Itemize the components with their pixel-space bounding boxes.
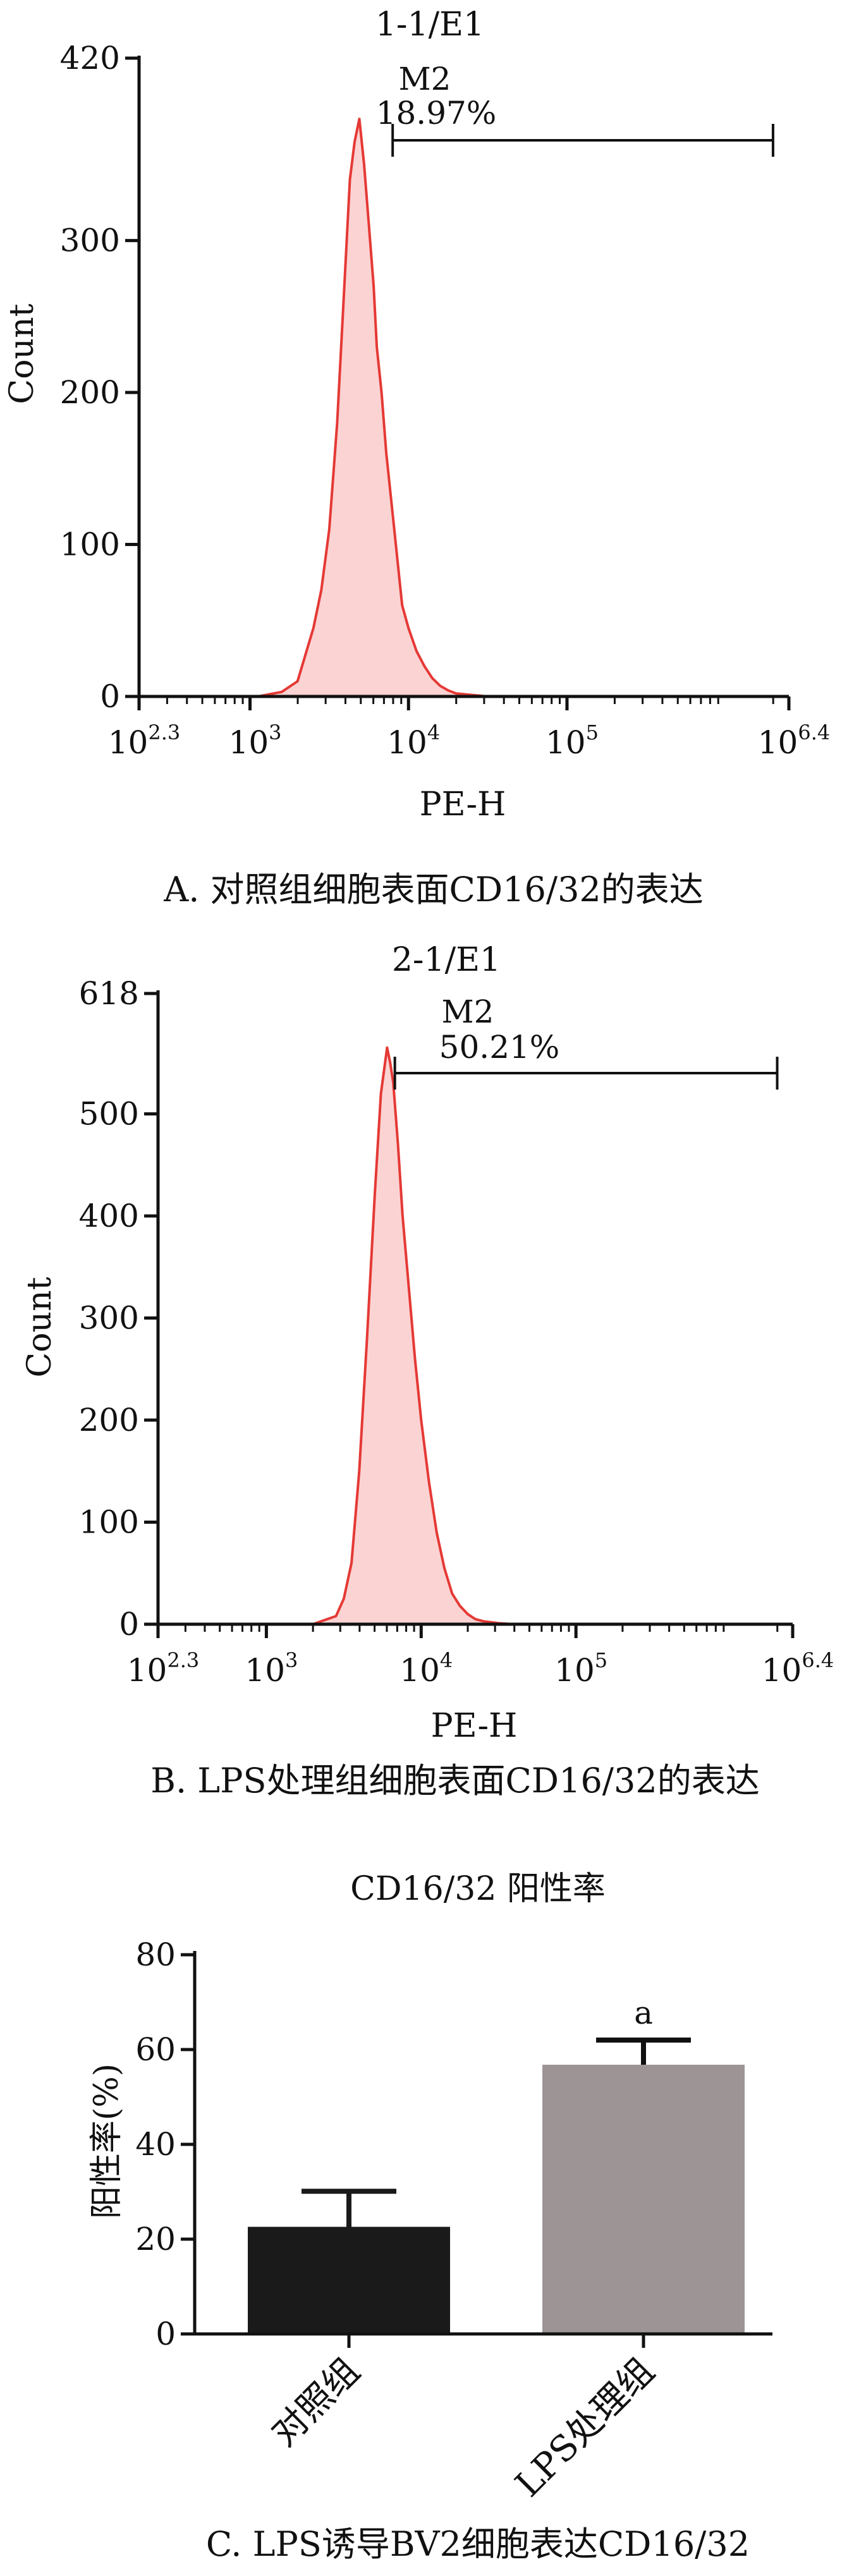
bar-1 bbox=[542, 2065, 745, 2334]
c-y-tick-label: 80 bbox=[135, 1936, 176, 1973]
panel-a-gate-percent: 18.97% bbox=[376, 95, 497, 131]
panel-b-title: 2-1/E1 bbox=[392, 941, 501, 979]
b-histogram-fill bbox=[312, 1047, 515, 1624]
panel-b-ylabel: Count bbox=[21, 1277, 59, 1377]
panel-a-gate-m2 bbox=[391, 124, 774, 157]
c-x-label: 对照组 bbox=[264, 2350, 368, 2455]
bar-0 bbox=[248, 2227, 450, 2334]
a-histogram-line bbox=[257, 118, 488, 698]
panel-c-ylabel: 阳性率(%) bbox=[88, 2063, 126, 2219]
b-x-tick-label: 106.4 bbox=[762, 1648, 834, 1689]
panel-a-title: 1-1/E1 bbox=[375, 6, 484, 44]
b-x-tick-label: 104 bbox=[399, 1648, 453, 1689]
b-x-tick-label: 102.3 bbox=[127, 1648, 200, 1689]
b-x-tick-label: 105 bbox=[554, 1648, 607, 1689]
panel-a-histogram bbox=[257, 118, 488, 698]
panel-c-bars: a bbox=[248, 1995, 745, 2334]
panel-b-gate-percent: 50.21% bbox=[439, 1029, 560, 1066]
panel-b-x-ticks: 102.3 103 104 105 106.4 bbox=[127, 1624, 834, 1689]
b-y-tick-label: 500 bbox=[79, 1096, 139, 1133]
c-x-label: LPS处理组 bbox=[508, 2350, 662, 2505]
panel-a-caption: A. 对照组细胞表面CD16/32的表达 bbox=[163, 870, 704, 909]
panel-b-y-ticks: 0 100 200 300 400 500 618 bbox=[79, 975, 158, 1643]
a-y-tick-label: 420 bbox=[60, 40, 120, 76]
panel-b-histogram bbox=[312, 1046, 515, 1625]
panel-a-y-ticks: 0 100 200 300 420 bbox=[60, 40, 139, 715]
panel-b-gate-m2 bbox=[393, 1057, 779, 1090]
a-x-tick-label: 103 bbox=[229, 720, 282, 761]
a-histogram-fill bbox=[258, 119, 488, 696]
b-histogram-line bbox=[312, 1046, 515, 1625]
a-y-tick-label: 300 bbox=[60, 222, 120, 259]
a-x-tick-label: 104 bbox=[387, 720, 440, 761]
panel-b-caption: B. LPS处理组细胞表面CD16/32的表达 bbox=[150, 1761, 759, 1801]
c-y-tick-label: 60 bbox=[135, 2031, 176, 2068]
panel-c-y-ticks: 0 20 40 60 80 bbox=[135, 1936, 195, 2352]
b-x-tick-label: 103 bbox=[245, 1648, 298, 1689]
panel-c-caption: C. LPS诱导BV2细胞表达CD16/32 bbox=[206, 2524, 750, 2564]
b-y-tick-label: 100 bbox=[79, 1504, 139, 1541]
a-y-tick-label: 100 bbox=[60, 526, 120, 563]
b-y-tick-label: 300 bbox=[79, 1300, 139, 1337]
panel-a-xlabel: PE-H bbox=[420, 786, 506, 823]
a-y-tick-label: 0 bbox=[100, 678, 120, 715]
b-y-tick-label: 618 bbox=[79, 975, 139, 1012]
panel-a-gate-label: M2 bbox=[398, 61, 451, 97]
a-x-tick-label: 105 bbox=[546, 720, 599, 761]
c-y-tick-label: 20 bbox=[135, 2221, 176, 2257]
c-y-tick-label: 0 bbox=[156, 2316, 176, 2352]
c-y-tick-label: 40 bbox=[135, 2126, 176, 2163]
significance-label: a bbox=[634, 1995, 653, 2031]
panel-a-x-ticks: 102.3 103 104 105 106.4 bbox=[108, 696, 831, 761]
b-y-tick-label: 400 bbox=[79, 1198, 139, 1234]
panel-b-xlabel: PE-H bbox=[431, 1707, 518, 1745]
a-y-tick-label: 200 bbox=[60, 374, 120, 411]
panel-b-gate-label: M2 bbox=[441, 993, 494, 1030]
b-y-tick-label: 0 bbox=[119, 1606, 139, 1643]
b-y-tick-label: 200 bbox=[79, 1402, 139, 1438]
panel-c-x-labels: 对照组 LPS处理组 bbox=[264, 2334, 662, 2505]
panel-c: CD16/32 阳性率 阳性率(%) 0 20 40 60 80 a 对照组 LPS处理组… bbox=[88, 1870, 772, 2564]
panel-a-ylabel: Count bbox=[3, 303, 41, 404]
a-x-tick-label: 106.4 bbox=[758, 720, 831, 761]
panel-c-title: CD16/32 阳性率 bbox=[350, 1870, 606, 1908]
a-x-tick-label: 102.3 bbox=[108, 720, 181, 761]
